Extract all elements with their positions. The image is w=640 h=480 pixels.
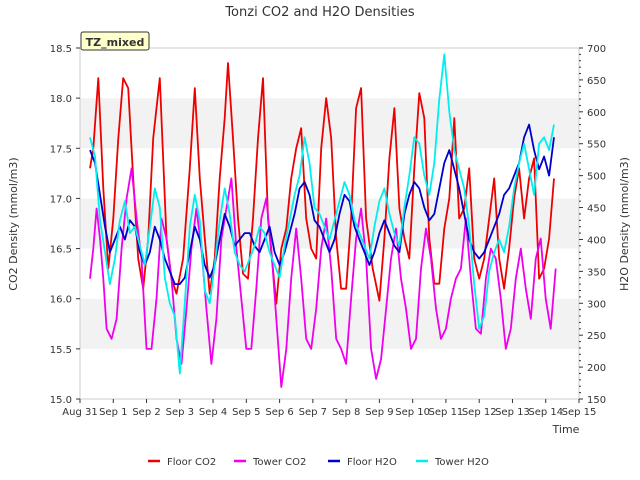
x-tick-label: Sep 3 [166,407,194,418]
right-tick-label: 500 [587,172,606,183]
grid-band [80,198,579,249]
left-tick-label: 17.5 [50,144,72,155]
x-tick-label: Sep 11 [429,407,464,418]
left-tick-label: 18.5 [50,44,72,55]
series-line-floor-h2o [89,123,555,286]
right-tick-label: 650 [587,76,606,87]
legend-label: Floor CO2 [167,457,216,468]
grid-band [80,48,579,99]
series-layer [89,53,557,388]
right-tick-label: 700 [587,44,606,55]
left-y-axis: 15.0 15.5 16.0 16.5 17.0 17.5 18.0 18.5 [50,44,80,406]
x-tick-label: Aug 31 [62,407,97,418]
x-tick-label: Sep 7 [299,407,327,418]
right-tick-label: 550 [587,140,606,151]
x-tick-label: Sep 6 [265,407,293,418]
x-axis: Aug 31 Sep 1 Sep 2 Sep 3 Sep 4 Sep 5 Sep 6 Sep … [62,399,596,418]
x-tick-label: Sep 5 [232,407,260,418]
right-tick-label: 250 [587,331,606,342]
annotation-text: TZ_mixed [86,36,145,49]
right-tick-label: 150 [587,395,606,406]
legend: Floor CO2 Tower CO2 Floor H2O Tower H2O [148,457,489,468]
left-tick-label: 17.0 [50,194,72,205]
left-tick-label: 16.5 [50,245,72,256]
x-tick-label: Sep 9 [365,407,393,418]
series-line-tower-h2o [89,53,555,375]
right-tick-label: 300 [587,299,606,310]
x-axis-label: Time [552,423,580,436]
right-tick-label: 350 [587,267,606,278]
left-tick-label: 15.0 [50,395,72,406]
right-y-axis: 150 200 250 300 350 400 450 500 550 600 650 700 [579,44,606,406]
grid-band [80,298,579,349]
left-tick-label: 16.0 [50,295,72,306]
left-axis-label: CO2 Density (mmol/m3) [7,157,20,290]
left-tick-label: 15.5 [50,345,72,356]
plot-area [79,47,580,400]
right-tick-label: 400 [587,235,606,246]
x-tick-label: Sep 1 [99,407,127,418]
x-tick-label: Sep 14 [528,407,563,418]
annotation-box: TZ_mixed [80,31,150,51]
chart-title: Tonzi CO2 and H2O Densities [224,5,415,20]
plot-background-bands [80,48,579,399]
x-tick-label: Sep 2 [132,407,160,418]
x-tick-label: Sep 4 [199,407,227,418]
grid-band [80,348,579,399]
legend-label: Tower CO2 [252,457,306,468]
left-tick-label: 18.0 [50,94,72,105]
right-tick-label: 450 [587,204,606,215]
right-axis-label: H2O Density (mmol/m3) [618,157,631,291]
x-tick-label: Sep 8 [332,407,360,418]
legend-label: Floor H2O [347,457,397,468]
right-tick-label: 200 [587,363,606,374]
right-tick-label: 600 [587,108,606,119]
x-tick-label: Sep 15 [562,407,597,418]
legend-label: Tower H2O [434,457,489,468]
x-tick-label: Sep 10 [395,407,430,418]
x-tick-label: Sep 13 [495,407,530,418]
x-tick-label: Sep 12 [462,407,497,418]
